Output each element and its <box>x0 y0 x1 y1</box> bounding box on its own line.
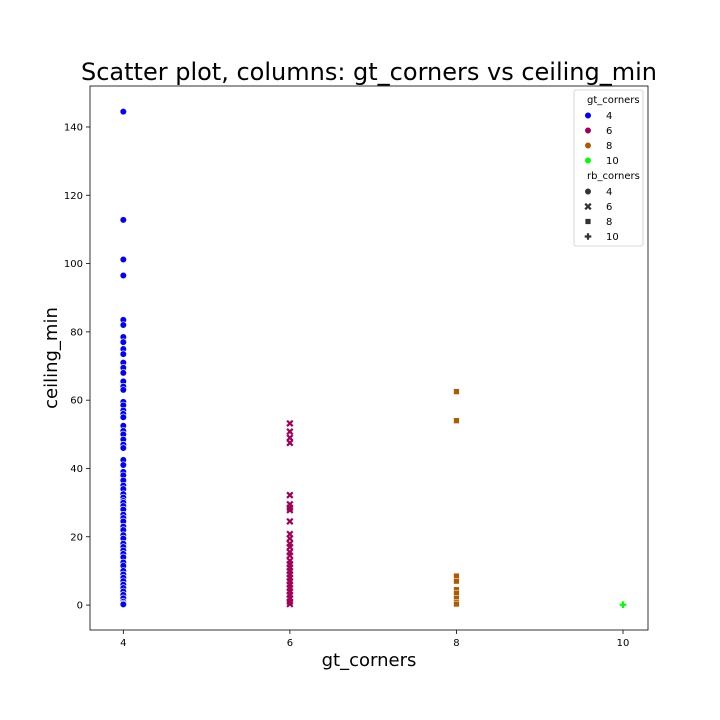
data-point <box>286 517 294 525</box>
data-point <box>119 444 127 452</box>
data-point <box>119 216 127 224</box>
legend-marker <box>584 126 592 135</box>
y-tick-label: 100 <box>64 259 83 270</box>
data-point <box>453 388 460 395</box>
data-point <box>119 386 127 394</box>
data-point <box>119 350 127 358</box>
y-tick-label: 140 <box>64 122 83 133</box>
data-point <box>119 255 127 264</box>
y-axis-label: ceiling_min <box>41 307 62 409</box>
legend-marker <box>584 218 592 225</box>
x-axis: 4 6 8 10 <box>120 630 629 649</box>
data-point <box>286 506 294 514</box>
data-point <box>119 108 127 116</box>
plot-area <box>89 85 649 631</box>
data-point <box>119 413 127 421</box>
data-point <box>119 271 127 280</box>
y-axis: 0 20 40 60 80 100 120 140 <box>64 122 90 612</box>
y-tick-label: 40 <box>70 464 83 475</box>
legend-marker <box>584 202 592 211</box>
data-point <box>619 601 627 609</box>
data-point <box>119 321 127 329</box>
x-axis-label: gt_corners <box>322 650 417 671</box>
legend-entry-label: 8 <box>606 217 612 228</box>
y-tick-label: 0 <box>77 601 83 612</box>
x-tick-label: 6 <box>287 638 293 649</box>
legend-entry-label: 4 <box>606 111 612 122</box>
legend-marker <box>584 156 592 165</box>
data-point <box>286 428 294 436</box>
legend-entry-label: 8 <box>606 141 612 152</box>
legend-marker <box>584 187 592 196</box>
legend-entry-label: 6 <box>606 202 612 213</box>
data-point <box>119 338 127 346</box>
y-tick-label: 20 <box>70 532 83 543</box>
legend-entry-label: 4 <box>606 187 612 198</box>
data-point <box>119 600 127 608</box>
y-tick-label: 80 <box>70 327 83 338</box>
data-point <box>453 417 460 424</box>
legend-entry-label: 6 <box>606 126 612 137</box>
x-tick-label: 8 <box>453 638 459 649</box>
data-point <box>119 369 127 377</box>
legend-marker <box>584 233 592 240</box>
y-tick-label: 60 <box>70 396 83 407</box>
x-tick-label: 4 <box>120 638 126 649</box>
legend-title-hue: gt_corners <box>587 95 640 106</box>
data-point <box>453 578 460 585</box>
data-point <box>286 419 294 427</box>
data-point <box>119 461 127 469</box>
legend-marker <box>584 141 592 150</box>
y-tick-label: 120 <box>64 191 83 202</box>
data-point <box>453 600 460 608</box>
legend-marker <box>584 111 592 120</box>
legend-entry-label: 10 <box>606 156 619 167</box>
legend-title-style: rb_corners <box>587 171 640 182</box>
data-point <box>286 600 294 608</box>
data-points <box>119 108 627 609</box>
data-point <box>286 439 294 447</box>
legend: gt_corners 4 6 8 10 rb_corners 4 6 8 10 <box>573 89 644 247</box>
legend-entry-label: 10 <box>606 232 619 243</box>
data-point <box>286 491 294 499</box>
chart-title: Scatter plot, columns: gt_corners vs cei… <box>81 58 657 86</box>
x-tick-label: 10 <box>617 638 630 649</box>
